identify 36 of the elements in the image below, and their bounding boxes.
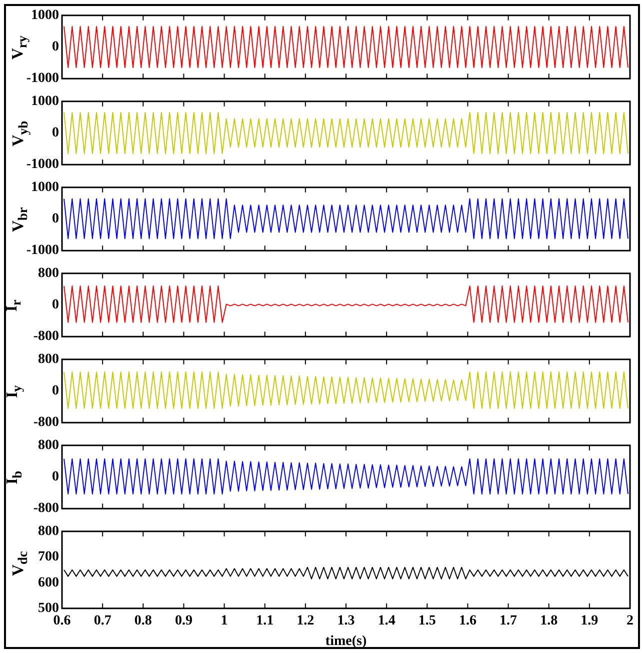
y-tick-label: 0	[52, 470, 59, 485]
x-tick-label: 1.5	[418, 613, 436, 628]
x-tick-label: 0.9	[174, 613, 192, 628]
y-tick-label: 800	[38, 266, 59, 282]
x-axis-title: time(s)	[325, 634, 367, 650]
y-tick-label: -800	[33, 501, 59, 516]
y-tick-label: 800	[38, 438, 59, 454]
y-tick-label: 0	[52, 40, 59, 55]
x-tick-label: 1.3	[337, 613, 355, 628]
x-tick-label: 1.7	[500, 613, 518, 628]
y-tick-label: 600	[38, 575, 59, 590]
y-tick-label: 700	[38, 550, 59, 565]
x-tick-label: 1.1	[256, 613, 274, 628]
x-tick-label: 1.2	[296, 613, 314, 628]
y-tick-label: -800	[33, 415, 59, 430]
y-tick-label: -800	[33, 329, 59, 344]
x-tick-label: 1.6	[458, 613, 476, 628]
x-tick-label: 0.8	[134, 613, 152, 628]
x-tick-label: 0.7	[94, 613, 112, 628]
x-tick-label: 1.4	[378, 613, 396, 628]
y-tick-label: 1000	[31, 94, 59, 110]
y-tick-label: 800	[38, 352, 59, 368]
y-tick-label: 800	[38, 524, 59, 540]
y-tick-label: 0	[52, 384, 59, 399]
y-tick-label: -1000	[26, 71, 59, 86]
y-tick-label: 0	[52, 212, 59, 227]
y-tick-label: 0	[52, 298, 59, 313]
y-tick-label: -1000	[26, 157, 59, 172]
y-tick-label: 1000	[31, 8, 59, 24]
x-tick-label: 1.9	[580, 613, 598, 628]
x-tick-label: 1	[220, 613, 228, 628]
x-tick-label: 2	[626, 613, 634, 628]
y-tick-label: -1000	[26, 243, 59, 258]
y-tick-label: 0	[52, 126, 59, 141]
y-tick-label: 1000	[31, 180, 59, 196]
x-tick-label: 1.8	[540, 613, 558, 628]
